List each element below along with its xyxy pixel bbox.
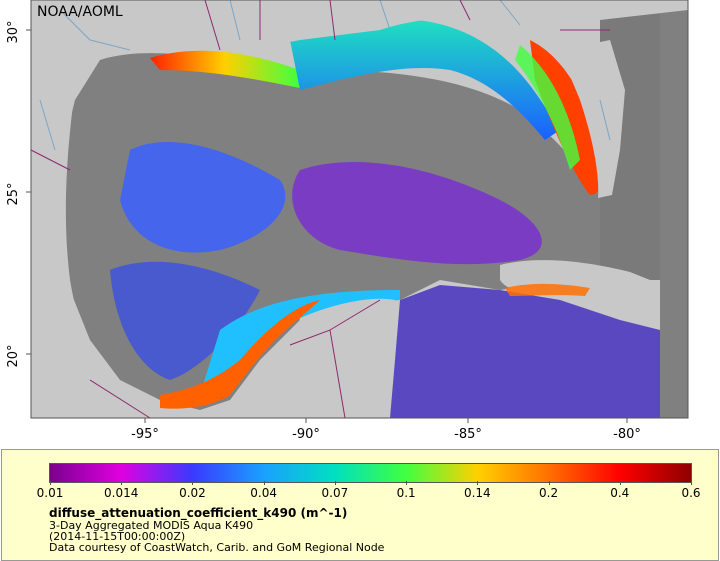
southwest-gulf-retrievals bbox=[110, 261, 260, 380]
western-gulf-retrievals bbox=[120, 141, 286, 253]
map-frame-border bbox=[30, 0, 689, 419]
colorbar bbox=[49, 463, 692, 483]
florida-shelf-inner bbox=[515, 45, 580, 170]
colorbar-tick-label: 0.4 bbox=[610, 486, 630, 500]
colorbar-tick-label: 0.02 bbox=[179, 486, 206, 500]
yucatan-shelf-band bbox=[200, 290, 400, 395]
caribbean-sea-area bbox=[390, 285, 660, 418]
colorbar-tickmark bbox=[121, 481, 123, 485]
colorbar-tickmark bbox=[263, 481, 265, 485]
time-stamp: (2014-11-15T00:00:00Z) bbox=[49, 530, 186, 543]
campeche-coast-high-attenuation bbox=[160, 300, 320, 409]
louisiana-shelf-band bbox=[290, 18, 560, 141]
central-gulf-retrievals bbox=[292, 161, 542, 265]
east-edge-no-data bbox=[660, 0, 688, 418]
yucatan-peninsula-land bbox=[280, 298, 395, 418]
map-canvas bbox=[26, 0, 689, 423]
us-gulf-coast-land bbox=[31, 0, 688, 60]
colorbar-tickmark bbox=[334, 481, 336, 485]
data-courtesy: Data courtesy of CoastWatch, Carib. and … bbox=[49, 541, 385, 554]
colorbar-tickmark bbox=[619, 481, 621, 485]
colorbar-tick-label: 0.14 bbox=[463, 486, 491, 500]
colorbar-tickmark bbox=[50, 481, 51, 485]
cuba-land bbox=[500, 260, 655, 292]
florida-peninsula-land bbox=[560, 40, 625, 198]
lat-label-20n: 20° bbox=[6, 344, 22, 368]
map-panel: NOAA/AOML -95° -90° -85° -80° 30° 25° 20… bbox=[6, 0, 689, 442]
colorbar-tick-label: 0.01 bbox=[36, 486, 64, 500]
colorbar-tickmark bbox=[477, 481, 479, 485]
colorbar-tickmark bbox=[406, 481, 408, 485]
lat-label-30n: 30° bbox=[6, 20, 22, 44]
lon-label-90w: -90° bbox=[292, 427, 320, 442]
rivers bbox=[39, 0, 611, 151]
colorbar-tickmark bbox=[192, 481, 194, 485]
lon-label-85w: -85° bbox=[454, 427, 482, 442]
lon-label-80w: -80° bbox=[613, 427, 641, 442]
lat-label-25n: 25° bbox=[6, 182, 22, 206]
colorbar-tick-label: 0.04 bbox=[250, 486, 278, 500]
colorbar-tickmark bbox=[691, 481, 692, 485]
colorbar-tick-label: 0.2 bbox=[539, 486, 559, 500]
colorbar-tick-label: 0.014 bbox=[104, 486, 139, 500]
colorbar-tickmark bbox=[548, 481, 550, 485]
state-borders bbox=[30, 0, 610, 419]
dataset-description: 3-Day Aggregated MODIS Aqua K490 bbox=[49, 519, 254, 532]
credit-label: NOAA/AOML bbox=[37, 4, 123, 20]
mexico-west-land bbox=[31, 55, 160, 418]
axis-ticks bbox=[26, 29, 628, 423]
colorbar-tick-label: 0.07 bbox=[321, 486, 349, 500]
colorbar-tick-label: 0.6 bbox=[681, 486, 701, 500]
variable-name: diffuse_attenuation_coefficient_k490 (m^… bbox=[49, 506, 348, 520]
cuba-shelf-band bbox=[505, 283, 590, 296]
lon-label-95w: -95° bbox=[131, 427, 159, 442]
colorbar-tick-label: 0.1 bbox=[396, 486, 416, 500]
legend-panel: 0.01 0.014 0.02 0.04 0.07 0.1 0.14 0.2 0.4 0.6 di… bbox=[1, 449, 719, 561]
northern-shelf-high-attenuation bbox=[150, 50, 300, 88]
